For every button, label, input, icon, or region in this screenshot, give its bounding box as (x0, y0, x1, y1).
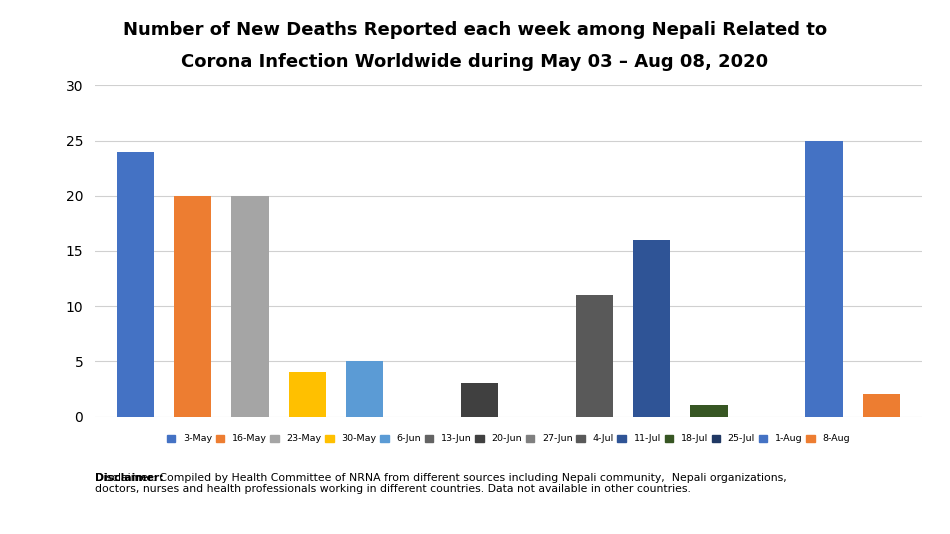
Text: Disclaimer:: Disclaimer: (95, 473, 163, 483)
Bar (691, 405, 728, 417)
Bar (346, 362, 384, 417)
Bar (461, 383, 498, 417)
Bar (863, 395, 900, 417)
Legend: 3-May, 16-May, 23-May, 30-May, 6-Jun, 13-Jun, 20-Jun, 27-Jun, 4-Jul, 11-Jul, 18-: 3-May, 16-May, 23-May, 30-May, 6-Jun, 13… (166, 435, 850, 443)
Bar (231, 196, 269, 417)
Bar (576, 295, 613, 417)
Bar (633, 240, 671, 417)
Bar (174, 196, 211, 417)
Bar (117, 152, 154, 417)
Text: Corona Infection Worldwide during May 03 – Aug 08, 2020: Corona Infection Worldwide during May 03… (181, 53, 769, 72)
Bar (806, 140, 843, 417)
Bar (289, 372, 326, 417)
Text: Disclaimer: Compiled by Health Committee of NRNA from different sources includin: Disclaimer: Compiled by Health Committee… (95, 473, 787, 494)
Text: Number of New Deaths Reported each week among Nepali Related to: Number of New Deaths Reported each week … (123, 21, 827, 40)
